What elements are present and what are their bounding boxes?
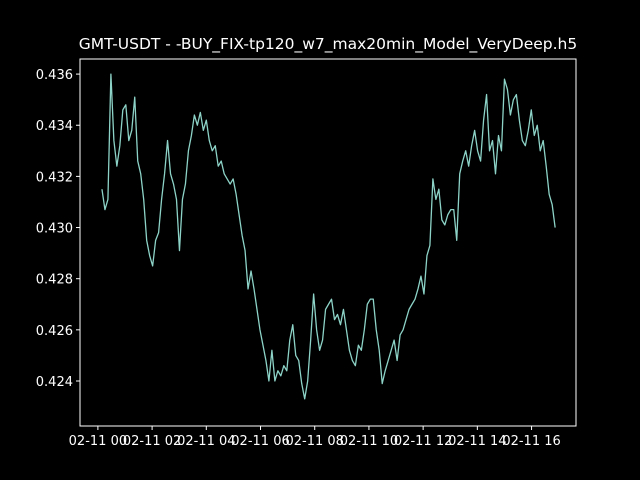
y-tick-label: 0.430	[36, 222, 73, 237]
x-tick-label: 02-11 06	[231, 434, 289, 449]
y-tick-label: 0.432	[36, 170, 73, 185]
x-tick-label: 02-11 14	[448, 434, 506, 449]
y-tick-label: 0.424	[36, 375, 73, 390]
x-tick-label: 02-11 00	[69, 434, 127, 449]
y-tick-label: 0.434	[36, 119, 73, 134]
x-tick-label: 02-11 04	[177, 434, 235, 449]
price-line	[101, 73, 556, 400]
axes-frame	[79, 58, 577, 427]
y-tick-label: 0.428	[36, 273, 73, 288]
x-tick-label: 02-11 02	[123, 434, 181, 449]
y-tick-label: 0.436	[36, 68, 73, 83]
chart-title: GMT-USDT - -BUY_FIX-tp120_w7_max20min_Mo…	[79, 35, 577, 54]
x-tick-label: 02-11 10	[340, 434, 398, 449]
x-tick-label: 02-11 16	[502, 434, 560, 449]
x-tick-label: 02-11 12	[394, 434, 452, 449]
y-tick-label: 0.426	[36, 324, 73, 339]
x-tick-label: 02-11 08	[285, 434, 343, 449]
